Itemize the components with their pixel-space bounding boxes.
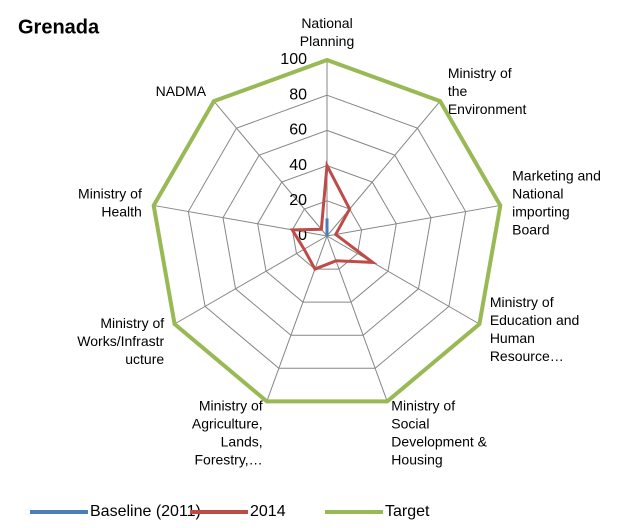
category-label: Ministry of Health xyxy=(78,185,142,219)
grid-ring xyxy=(187,94,467,369)
category-label: National Planning xyxy=(300,15,355,49)
category-label: Ministry of Agriculture, Lands, Forestry,… xyxy=(192,397,263,467)
spoke xyxy=(326,204,501,237)
category-label: Ministry of the Environment xyxy=(448,65,527,117)
spoke xyxy=(326,235,388,402)
spoke xyxy=(326,100,441,237)
grid-ring xyxy=(291,200,363,270)
y-tick-label: 0 xyxy=(298,227,307,244)
legend-label: Target xyxy=(385,503,430,520)
spoke xyxy=(266,235,328,402)
series-line xyxy=(289,160,378,271)
series-line xyxy=(151,57,503,404)
spoke xyxy=(174,235,328,325)
category-label: Ministry of Education and Human Resource… xyxy=(490,294,580,364)
y-tick-label: 40 xyxy=(289,157,307,174)
category-label: NADMA xyxy=(156,83,207,99)
legend-label: 2014 xyxy=(250,503,286,520)
chart-title: Grenada xyxy=(18,16,100,38)
y-tick-label: 60 xyxy=(289,122,307,139)
legend-label: Baseline (2011) xyxy=(90,503,201,520)
category-label: Marketing and National importing Board xyxy=(512,167,601,237)
y-tick-label: 20 xyxy=(289,192,307,209)
spoke xyxy=(326,235,480,325)
y-tick-label: 100 xyxy=(280,51,307,68)
grid-ring xyxy=(257,165,397,303)
spoke xyxy=(213,100,328,237)
y-tick-label: 80 xyxy=(289,86,307,103)
category-label: Ministry of Social Development & Housing xyxy=(391,397,487,467)
grid-ring xyxy=(222,129,432,336)
category-label: Ministry of Works/Infrastr ucture xyxy=(77,315,164,367)
